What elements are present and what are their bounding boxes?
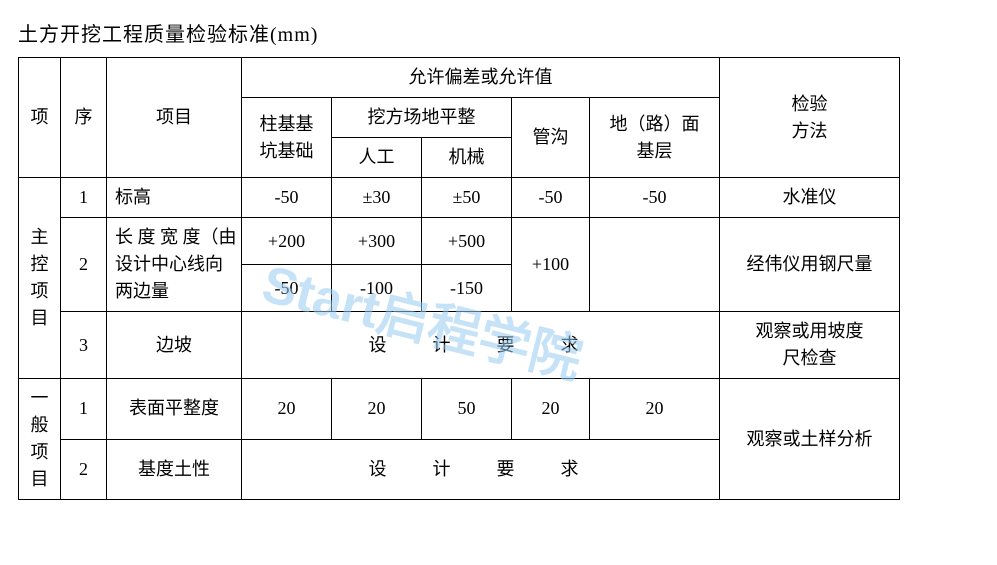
cell: -50 bbox=[242, 265, 332, 312]
cell bbox=[590, 218, 720, 312]
cell: 20 bbox=[590, 379, 720, 440]
cell: -100 bbox=[332, 265, 422, 312]
cell: +200 bbox=[242, 218, 332, 265]
col-dilumian: 地（路）面基层 bbox=[590, 98, 720, 178]
col-wafang: 挖方场地平整 bbox=[332, 98, 512, 138]
cell: 20 bbox=[242, 379, 332, 440]
col-xiangmu: 项目 bbox=[107, 58, 242, 178]
cell: 20 bbox=[512, 379, 590, 440]
cell: -50 bbox=[590, 178, 720, 218]
cell-req: 设 计 要 求 bbox=[242, 439, 720, 500]
cell: +100 bbox=[512, 218, 590, 312]
cell-name: 基度土性 bbox=[107, 439, 242, 500]
table-row: 2 长 度 宽 度（由设计中心线向两边量 +200 +300 +500 +100… bbox=[19, 218, 900, 265]
cell-method: 观察或土样分析 bbox=[720, 379, 900, 500]
cell-name: 表面平整度 bbox=[107, 379, 242, 440]
cell-method: 观察或用坡度尺检查 bbox=[720, 312, 900, 379]
page-title: 土方开挖工程质量检验标准(mm) bbox=[18, 18, 979, 47]
col-xiang: 项 bbox=[19, 58, 61, 178]
col-method: 检验方法 bbox=[720, 58, 900, 178]
cell-method: 经伟仪用钢尺量 bbox=[720, 218, 900, 312]
standards-table: 项 序 项目 允许偏差或允许值 检验方法 柱基基坑基础 挖方场地平整 管沟 地（… bbox=[18, 57, 900, 500]
cell-name: 标高 bbox=[107, 178, 242, 218]
col-xu: 序 bbox=[61, 58, 107, 178]
cell-xu: 1 bbox=[61, 178, 107, 218]
cell-name: 边坡 bbox=[107, 312, 242, 379]
cell-xu: 1 bbox=[61, 379, 107, 440]
col-allow-group: 允许偏差或允许值 bbox=[242, 58, 720, 98]
col-zhuji: 柱基基坑基础 bbox=[242, 98, 332, 178]
cell: 50 bbox=[422, 379, 512, 440]
cell: -50 bbox=[242, 178, 332, 218]
table-row: 主控项目 1 标高 -50 ±30 ±50 -50 -50 水准仪 bbox=[19, 178, 900, 218]
table-row: 3 边坡 设 计 要 求 观察或用坡度尺检查 bbox=[19, 312, 900, 379]
col-rengong: 人工 bbox=[332, 138, 422, 178]
cell-xu: 2 bbox=[61, 218, 107, 312]
cell: -150 bbox=[422, 265, 512, 312]
cell-name: 长 度 宽 度（由设计中心线向两边量 bbox=[107, 218, 242, 312]
cell-xu: 2 bbox=[61, 439, 107, 500]
cell: 20 bbox=[332, 379, 422, 440]
cell: -50 bbox=[512, 178, 590, 218]
group-zhukong: 主控项目 bbox=[19, 178, 61, 379]
cell: ±50 bbox=[422, 178, 512, 218]
cell-method: 水准仪 bbox=[720, 178, 900, 218]
cell: ±30 bbox=[332, 178, 422, 218]
cell: +500 bbox=[422, 218, 512, 265]
col-guangou: 管沟 bbox=[512, 98, 590, 178]
group-yiban: 一般项目 bbox=[19, 379, 61, 500]
table-header-row: 项 序 项目 允许偏差或允许值 检验方法 bbox=[19, 58, 900, 98]
cell: +300 bbox=[332, 218, 422, 265]
cell-req: 设 计 要 求 bbox=[242, 312, 720, 379]
table-row: 一般项目 1 表面平整度 20 20 50 20 20 观察或土样分析 bbox=[19, 379, 900, 440]
cell-xu: 3 bbox=[61, 312, 107, 379]
col-jixie: 机械 bbox=[422, 138, 512, 178]
